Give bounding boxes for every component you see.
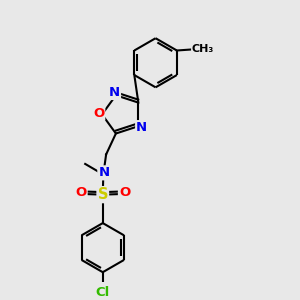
- Text: O: O: [119, 186, 130, 199]
- Text: Cl: Cl: [96, 286, 110, 299]
- Text: S: S: [98, 187, 108, 202]
- Text: O: O: [93, 107, 104, 120]
- Text: N: N: [109, 86, 120, 99]
- Text: N: N: [98, 167, 110, 179]
- Text: O: O: [75, 186, 87, 199]
- Text: CH₃: CH₃: [192, 44, 214, 53]
- Text: N: N: [136, 121, 147, 134]
